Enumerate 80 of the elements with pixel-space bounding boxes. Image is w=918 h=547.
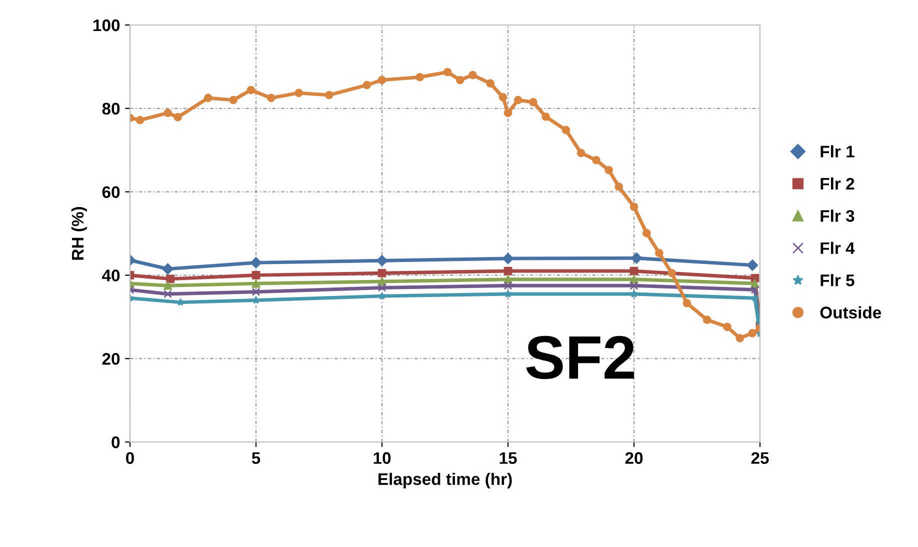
point (376, 255, 388, 266)
point (723, 322, 732, 332)
point (456, 76, 464, 84)
point (504, 281, 512, 290)
point (504, 266, 512, 276)
point (630, 266, 638, 276)
point (514, 96, 522, 104)
point (630, 252, 642, 264)
legend-label: Flr 3 (820, 210, 854, 222)
point (746, 260, 758, 271)
point (378, 268, 386, 278)
point (604, 166, 613, 174)
point (266, 94, 276, 102)
point (655, 248, 664, 258)
point (324, 90, 334, 100)
point (166, 274, 174, 284)
point (576, 148, 586, 158)
point (136, 116, 144, 124)
point (642, 228, 651, 238)
point (252, 288, 260, 296)
legend-label: Flr 5 (820, 274, 854, 286)
point (562, 126, 570, 134)
point (682, 298, 692, 308)
point (592, 156, 600, 164)
point (162, 263, 174, 275)
point (252, 279, 260, 288)
legend-label: Flr 4 (820, 242, 855, 254)
point (542, 112, 550, 121)
y-axis-title: RH (%) (71, 207, 87, 260)
point (630, 202, 638, 211)
point (252, 271, 260, 280)
legend-label: Flr 2 (820, 177, 854, 190)
y-tick-label: 20 (102, 353, 120, 365)
point (736, 334, 744, 342)
legend-label: Outside (820, 306, 882, 318)
point (378, 292, 386, 300)
x-axis-title: Elapsed time (hr) (378, 472, 512, 488)
y-tick-label: 60 (102, 186, 120, 198)
point (204, 94, 212, 102)
x-tick-label: 25 (751, 452, 769, 464)
point (443, 68, 452, 76)
point (486, 79, 495, 88)
point (504, 290, 512, 298)
point (362, 80, 372, 90)
point (174, 112, 182, 122)
point (252, 296, 260, 304)
point (668, 268, 676, 278)
point (750, 286, 760, 294)
y-tick-label: 40 (102, 270, 120, 282)
point (750, 294, 759, 302)
point (504, 108, 512, 118)
point (498, 92, 508, 102)
point (502, 252, 514, 264)
y-tick-label: 80 (102, 102, 120, 115)
point (529, 98, 538, 106)
point (164, 290, 172, 298)
point (748, 328, 757, 338)
point (250, 257, 262, 268)
legend-label: Flr 1 (820, 145, 854, 158)
x-tick-label: 10 (374, 452, 391, 464)
x-tick-label: 20 (625, 452, 643, 464)
point (378, 76, 386, 84)
point (630, 281, 638, 290)
point (164, 281, 172, 290)
x-tick-label: 15 (500, 452, 517, 464)
y-tick-label: 100 (94, 19, 120, 32)
point (294, 88, 304, 98)
y-tick-label: 0 (112, 436, 120, 448)
point (416, 72, 424, 82)
point (164, 108, 172, 118)
point (246, 86, 256, 94)
point (229, 96, 238, 104)
point (378, 284, 386, 292)
point (630, 290, 638, 298)
point (614, 182, 624, 191)
point (702, 316, 712, 324)
x-tick-label: 0 (126, 452, 134, 464)
annotation: SF2 (526, 336, 634, 380)
x-tick-label: 5 (252, 452, 260, 464)
point (468, 70, 477, 80)
